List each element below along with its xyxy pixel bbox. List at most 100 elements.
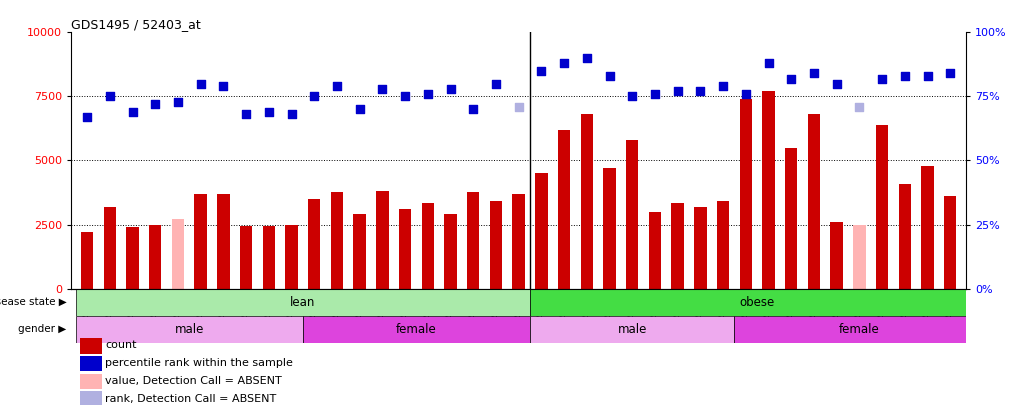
Point <box>442 85 459 92</box>
Point <box>693 88 709 94</box>
Text: rank, Detection Call = ABSENT: rank, Detection Call = ABSENT <box>105 394 277 403</box>
Bar <box>467 192 479 288</box>
Bar <box>530 288 984 315</box>
Bar <box>734 315 984 343</box>
Bar <box>581 114 593 288</box>
Point <box>761 60 777 66</box>
Point <box>669 88 685 94</box>
Point <box>238 111 254 117</box>
Bar <box>80 374 102 389</box>
Point <box>829 80 845 87</box>
Bar <box>354 214 366 288</box>
Bar <box>104 207 116 288</box>
Bar <box>80 392 102 405</box>
Bar <box>944 196 957 288</box>
Bar <box>172 220 184 288</box>
Bar <box>240 226 252 288</box>
Point <box>397 93 413 100</box>
Point <box>783 75 799 82</box>
Point <box>102 93 118 100</box>
Point <box>374 85 391 92</box>
Bar <box>603 168 615 288</box>
Text: female: female <box>839 323 880 336</box>
Bar <box>308 199 320 288</box>
Bar <box>331 192 343 288</box>
Point <box>647 91 663 97</box>
Point <box>124 109 140 115</box>
Text: lean: lean <box>290 296 315 309</box>
Point <box>874 75 890 82</box>
Point <box>147 101 164 107</box>
Text: gender ▶: gender ▶ <box>18 324 67 334</box>
Point <box>533 68 549 74</box>
Point <box>192 80 208 87</box>
Point <box>851 103 868 110</box>
Point <box>942 70 958 77</box>
Bar <box>695 207 707 288</box>
Text: obese: obese <box>739 296 775 309</box>
Bar <box>80 339 102 354</box>
Point <box>715 83 731 90</box>
Bar <box>717 201 729 288</box>
Point <box>737 91 754 97</box>
Bar <box>899 183 911 288</box>
Text: value, Detection Call = ABSENT: value, Detection Call = ABSENT <box>105 376 282 386</box>
Text: percentile rank within the sample: percentile rank within the sample <box>105 358 293 368</box>
Bar <box>807 114 820 288</box>
Bar <box>876 125 889 288</box>
Bar <box>399 209 411 288</box>
Bar <box>785 148 797 288</box>
Bar <box>303 315 530 343</box>
Bar <box>626 140 639 288</box>
Bar <box>763 91 775 288</box>
Bar <box>75 315 303 343</box>
Point <box>919 73 936 79</box>
Text: GDS1495 / 52403_at: GDS1495 / 52403_at <box>71 18 201 31</box>
Point <box>465 106 481 113</box>
Text: male: male <box>175 323 204 336</box>
Bar <box>444 214 457 288</box>
Text: disease state ▶: disease state ▶ <box>0 297 67 307</box>
Bar <box>422 203 434 288</box>
Point <box>79 114 96 120</box>
Bar <box>853 224 865 288</box>
Bar <box>376 191 388 288</box>
Point <box>284 111 300 117</box>
Point <box>420 91 436 97</box>
Bar <box>80 232 94 288</box>
Bar <box>218 194 230 288</box>
Bar <box>490 201 502 288</box>
Point <box>579 55 595 61</box>
Bar <box>262 226 275 288</box>
Point <box>488 80 504 87</box>
Bar <box>80 356 102 371</box>
Bar <box>535 173 547 288</box>
Point <box>328 83 345 90</box>
Point <box>897 73 913 79</box>
Text: female: female <box>396 323 437 336</box>
Bar <box>194 194 206 288</box>
Bar <box>739 99 752 288</box>
Bar <box>513 194 525 288</box>
Point <box>624 93 641 100</box>
Bar <box>558 130 571 288</box>
Bar <box>649 212 661 288</box>
Bar <box>286 224 298 288</box>
Text: count: count <box>105 341 136 350</box>
Point <box>511 103 527 110</box>
Point <box>216 83 232 90</box>
Bar <box>831 222 843 288</box>
Point <box>306 93 322 100</box>
Bar <box>148 224 162 288</box>
Bar <box>126 227 138 288</box>
Point <box>170 98 186 105</box>
Bar <box>530 315 734 343</box>
Text: male: male <box>617 323 647 336</box>
Bar <box>671 203 683 288</box>
Point <box>805 70 822 77</box>
Point <box>352 106 368 113</box>
Point <box>556 60 573 66</box>
Point <box>601 73 617 79</box>
Bar <box>75 288 530 315</box>
Bar <box>921 166 934 288</box>
